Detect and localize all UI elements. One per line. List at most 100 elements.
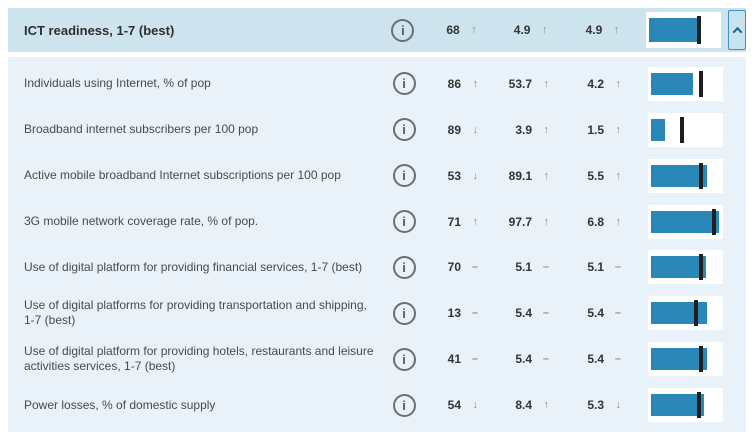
score-bar xyxy=(649,18,698,42)
score-value: 4.9 xyxy=(585,23,603,37)
score-bar-chart xyxy=(648,296,723,331)
score-bar-chart xyxy=(648,66,723,101)
rank-value: 71 xyxy=(447,214,461,229)
info-icon[interactable]: i xyxy=(392,301,416,325)
score-bar-chart xyxy=(648,388,723,423)
trend-arrow-icon: ↑ xyxy=(615,215,622,228)
rank-value: 68 xyxy=(446,23,460,37)
info-icon[interactable]: i xyxy=(392,72,416,96)
score-bar xyxy=(651,302,708,325)
info-icon[interactable]: i xyxy=(392,210,416,234)
indicator-label: Power losses, % of domestic supply xyxy=(24,397,216,412)
comparison-marker xyxy=(698,70,703,97)
trend-arrow-icon: – xyxy=(471,307,478,320)
trend-arrow-icon: ↑ xyxy=(613,24,620,36)
trend-arrow-icon: – xyxy=(614,353,621,366)
table-row: Power losses, % of domestic supply i 54 … xyxy=(8,383,746,428)
trend-arrow-icon: ↓ xyxy=(472,123,479,136)
info-icon[interactable]: i xyxy=(392,393,416,417)
score-bar xyxy=(651,210,719,233)
indicator-panel: ICT readiness, 1-7 (best) i 68 ↑ 4.9 ↑ 4… xyxy=(8,8,747,432)
indicator-label: Use of digital platforms for providing t… xyxy=(24,298,367,328)
trend-arrow-icon: ↑ xyxy=(543,77,550,90)
trend-arrow-icon: ↑ xyxy=(543,399,550,412)
trend-arrow-icon: ↓ xyxy=(472,399,479,412)
trend-arrow-icon: – xyxy=(542,307,549,320)
trend-arrow-icon: – xyxy=(471,353,478,366)
score-value: 5.1 xyxy=(587,260,604,275)
rank-value: 53 xyxy=(447,168,461,183)
trend-arrow-icon: ↓ xyxy=(615,399,622,412)
score-bar xyxy=(651,394,704,417)
section-title: ICT readiness, 1-7 (best) xyxy=(24,22,175,38)
score-value: 5.3 xyxy=(587,398,604,413)
info-icon[interactable]: i xyxy=(392,118,416,142)
trend-arrow-icon: ↑ xyxy=(543,123,550,136)
indicator-rows: Individuals using Internet, % of pop i 8… xyxy=(8,57,746,432)
indicator-label: Active mobile broadband Internet subscri… xyxy=(24,168,341,183)
trend-arrow-icon: – xyxy=(614,261,621,274)
table-row: Use of digital platform for providing ho… xyxy=(8,337,746,382)
table-row: Individuals using Internet, % of pop i 8… xyxy=(8,61,746,106)
score-bar-chart xyxy=(648,342,723,377)
info-icon[interactable]: i xyxy=(392,255,416,279)
comparison-marker xyxy=(694,300,698,327)
score-value: 1.5 xyxy=(587,122,604,137)
comparison-marker xyxy=(712,208,716,235)
rank-value: 70 xyxy=(447,260,461,275)
rank-value: 41 xyxy=(447,352,461,367)
indicator-label: Use of digital platform for providing ho… xyxy=(24,344,374,374)
score-bar xyxy=(651,348,707,371)
score-bar xyxy=(651,72,693,95)
table-row: 3G mobile network coverage rate, % of po… xyxy=(8,199,746,244)
indicator-label: Broadband internet subscribers per 100 p… xyxy=(24,122,259,137)
indicator-label: Individuals using Internet, % of pop xyxy=(24,76,211,91)
value: 97.7 xyxy=(508,214,532,229)
trend-arrow-icon: ↑ xyxy=(472,77,479,90)
trend-arrow-icon: ↑ xyxy=(615,77,622,90)
score-value: 5.4 xyxy=(587,352,604,367)
section-header-row[interactable]: ICT readiness, 1-7 (best) i 68 ↑ 4.9 ↑ 4… xyxy=(8,8,747,52)
rank-value: 54 xyxy=(447,398,461,413)
table-row: Use of digital platforms for providing t… xyxy=(8,291,746,336)
score-bar-chart xyxy=(648,158,723,193)
rank-value: 13 xyxy=(447,306,461,321)
trend-arrow-icon: ↑ xyxy=(615,123,622,136)
value: 89.1 xyxy=(508,168,532,183)
collapse-section-button[interactable] xyxy=(728,10,747,50)
value: 8.4 xyxy=(515,398,532,413)
trend-arrow-icon: ↑ xyxy=(472,215,479,228)
value: 5.1 xyxy=(515,260,532,275)
score-value: 5.4 xyxy=(587,306,604,321)
indicator-label: Use of digital platform for providing fi… xyxy=(24,259,363,274)
score-bar-chart xyxy=(648,204,723,239)
trend-arrow-icon: ↓ xyxy=(472,169,479,182)
score-bar xyxy=(651,164,708,187)
trend-arrow-icon: – xyxy=(542,261,549,274)
score-value: 5.5 xyxy=(587,168,604,183)
trend-arrow-icon: ↑ xyxy=(541,24,548,36)
trend-arrow-icon: ↑ xyxy=(471,24,477,36)
rank-value: 86 xyxy=(447,76,461,91)
trend-arrow-icon: – xyxy=(471,261,478,274)
value: 3.9 xyxy=(515,122,532,137)
score-bar xyxy=(651,256,706,279)
indicator-label: 3G mobile network coverage rate, % of po… xyxy=(24,214,259,229)
trend-arrow-icon: ↑ xyxy=(543,169,550,182)
info-icon[interactable]: i xyxy=(392,347,416,371)
value: 53.7 xyxy=(508,76,532,91)
comparison-marker xyxy=(679,116,684,143)
score-bar-chart xyxy=(648,112,723,147)
comparison-marker xyxy=(699,162,704,189)
score-value: 4.2 xyxy=(587,76,604,91)
value: 5.4 xyxy=(515,352,532,367)
info-icon[interactable]: i xyxy=(392,164,416,188)
comparison-marker xyxy=(699,254,704,281)
info-icon[interactable]: i xyxy=(391,18,415,42)
value: 5.4 xyxy=(515,306,532,321)
comparison-marker xyxy=(698,346,703,373)
table-row: Broadband internet subscribers per 100 p… xyxy=(8,107,746,152)
chevron-up-icon xyxy=(732,26,742,37)
value: 4.9 xyxy=(513,23,531,37)
comparison-marker xyxy=(697,392,701,419)
